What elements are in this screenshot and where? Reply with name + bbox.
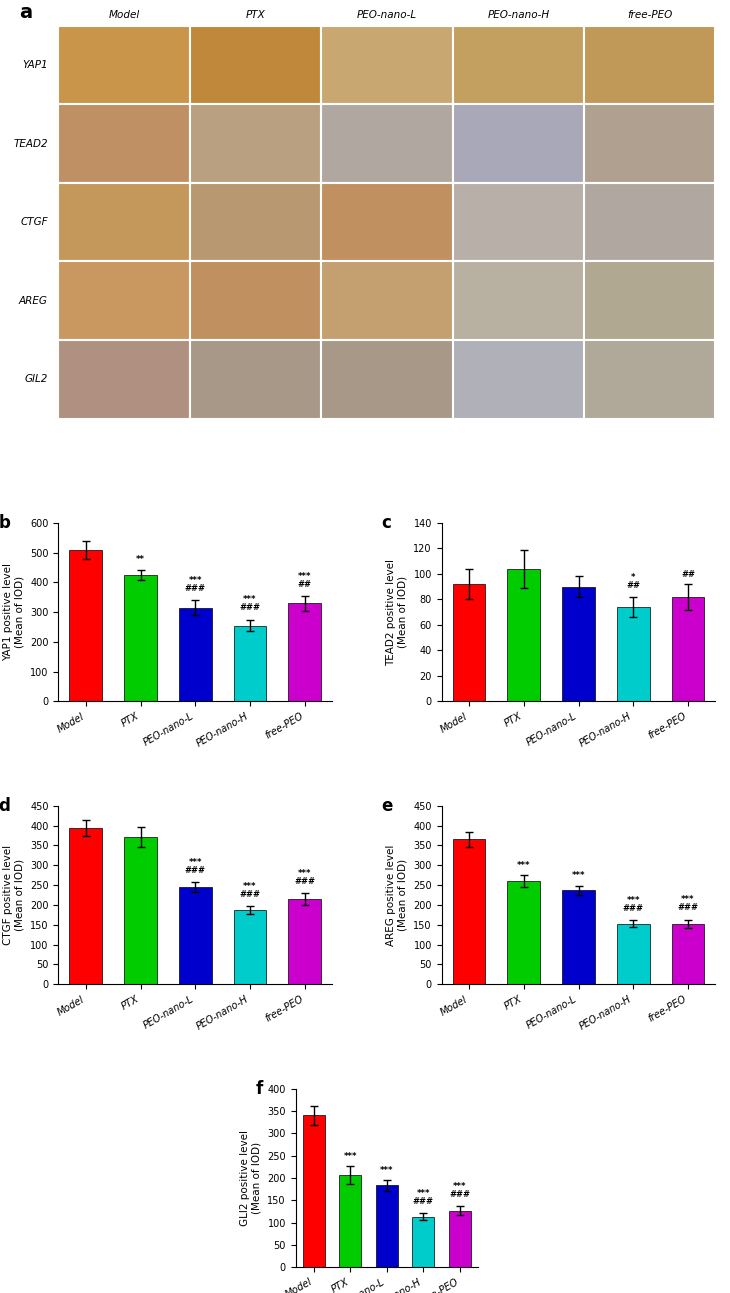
Text: TEAD2: TEAD2 [13,138,48,149]
Bar [321,261,453,340]
Bar [321,105,453,182]
Bar [321,340,453,419]
Text: ###: ### [413,1197,434,1206]
Text: ###: ### [450,1191,470,1200]
Bar [288,604,321,701]
Bar [58,105,190,182]
Text: ***: *** [188,859,202,868]
Bar [507,881,540,984]
Text: CTGF: CTGF [20,217,48,228]
Text: free-PEO: free-PEO [627,9,672,19]
Bar [69,829,102,984]
Text: ***: *** [626,896,640,905]
Text: ##: ## [626,581,640,590]
Bar [58,26,190,105]
Bar [58,340,190,419]
Y-axis label: YAP1 positive level
(Mean of IOD): YAP1 positive level (Mean of IOD) [3,564,25,661]
Bar [453,584,485,701]
Bar [584,26,715,105]
Text: ***: *** [344,1152,357,1161]
Text: ***: *** [188,577,202,584]
Text: ###: ### [623,904,644,913]
Bar [190,261,321,340]
Text: ***: *** [453,1182,466,1191]
Text: PTX: PTX [245,9,266,19]
Bar [453,105,584,182]
Bar [190,340,321,419]
Bar [453,340,584,419]
Bar [321,26,453,105]
Bar [453,839,485,984]
Text: PEO-nano-H: PEO-nano-H [487,9,550,19]
Bar [584,105,715,182]
Text: ***: *** [517,861,531,870]
Bar [412,1217,434,1267]
Bar [617,923,650,984]
Bar [58,261,190,340]
Bar [303,1116,325,1267]
Bar [321,182,453,261]
Text: PEO-nano-L: PEO-nano-L [357,9,417,19]
Bar [584,182,715,261]
Bar [69,550,102,701]
Text: ***: *** [298,572,312,581]
Text: ***: *** [243,595,257,604]
Bar [562,587,595,701]
Text: f: f [255,1080,263,1098]
Bar [584,261,715,340]
Text: c: c [381,515,391,531]
Text: YAP1: YAP1 [22,59,48,70]
Text: Model: Model [109,9,139,19]
Text: ***: *** [417,1190,430,1199]
Bar [449,1212,471,1267]
Bar [453,26,584,105]
Text: ##: ## [681,570,695,579]
Bar [562,891,595,984]
Text: *: * [631,573,636,582]
Y-axis label: CTGF positive level
(Mean of IOD): CTGF positive level (Mean of IOD) [3,844,25,945]
Text: ###: ### [185,866,206,875]
Text: d: d [0,796,10,815]
Bar [453,182,584,261]
Text: AREG: AREG [19,296,48,305]
Bar [58,182,190,261]
Bar [453,261,584,340]
Text: ##: ## [298,579,312,588]
Y-axis label: AREG positive level
(Mean of IOD): AREG positive level (Mean of IOD) [386,844,408,945]
Text: ***: *** [681,896,695,904]
Y-axis label: GLI2 positive level
(Mean of IOD): GLI2 positive level (Mean of IOD) [240,1130,262,1226]
Bar [124,575,157,701]
Bar [376,1186,398,1267]
Text: ###: ### [239,604,261,613]
Text: ***: *** [298,869,312,878]
Text: e: e [381,796,393,815]
Bar [234,626,266,701]
Text: ***: *** [380,1166,393,1175]
Bar [179,608,212,701]
Bar [339,1175,361,1267]
Text: ###: ### [677,904,699,913]
Bar [234,910,266,984]
Bar [584,340,715,419]
Text: **: ** [136,555,145,564]
Text: a: a [19,3,32,22]
Bar [190,105,321,182]
Bar [179,887,212,984]
Y-axis label: TEAD2 positive level
(Mean of IOD): TEAD2 positive level (Mean of IOD) [386,559,408,666]
Bar [617,606,650,701]
Bar [672,597,704,701]
Bar [288,899,321,984]
Text: GIL2: GIL2 [25,374,48,384]
Text: ***: *** [572,871,585,881]
Bar [124,837,157,984]
Text: ###: ### [294,877,315,886]
Bar [672,923,704,984]
Bar [190,182,321,261]
Text: ###: ### [239,890,261,899]
Text: b: b [0,515,10,531]
Text: ###: ### [185,584,206,593]
Bar [507,569,540,701]
Bar [190,26,321,105]
Text: ***: *** [243,882,257,891]
